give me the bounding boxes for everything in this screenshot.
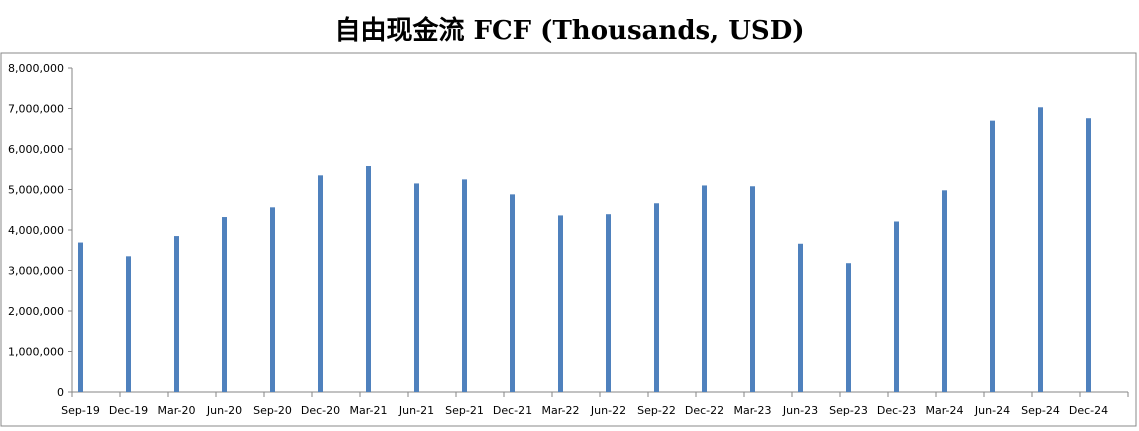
bar [1086,118,1091,392]
x-tick-label: Dec-21 [493,404,532,417]
y-tick-label: 3,000,000 [8,265,64,278]
x-tick-label: Jun-24 [974,404,1010,417]
bar [78,242,83,392]
bar [942,190,947,392]
bar [606,214,611,392]
bar [990,120,995,393]
x-tick-label: Mar-21 [349,404,387,417]
y-tick-label: 8,000,000 [8,62,64,75]
x-tick-label: Jun-20 [206,404,242,417]
y-tick-label: 5,000,000 [8,184,64,197]
x-tick-label: Sep-20 [253,404,292,417]
chart-border [0,52,1137,427]
x-tick-label: Dec-20 [301,404,340,417]
bar [798,243,803,392]
y-tick-label: 2,000,000 [8,305,64,318]
bar [510,194,515,392]
x-tick-label: Mar-20 [157,404,195,417]
x-tick-label: Sep-23 [829,404,868,417]
x-tick-label: Dec-22 [685,404,724,417]
bar [1038,107,1043,392]
x-tick-label: Jun-21 [398,404,434,417]
bar [270,207,275,392]
x-tick-label: Sep-19 [61,404,100,417]
x-tick-label: Sep-24 [1021,404,1060,417]
bar [846,263,851,392]
bar [126,256,131,392]
x-tick-label: Dec-19 [109,404,148,417]
y-tick-label: 7,000,000 [8,103,64,116]
bar [750,186,755,392]
y-tick-label: 4,000,000 [8,224,64,237]
bar [318,175,323,392]
bar [702,185,707,392]
x-tick-label: Dec-23 [877,404,916,417]
x-tick-label: Jun-22 [590,404,626,417]
y-tick-label: 1,000,000 [8,346,64,359]
bar [654,203,659,392]
bar [894,221,899,392]
x-tick-label: Mar-22 [541,404,579,417]
bar [174,236,179,392]
x-tick-label: Jun-23 [782,404,818,417]
y-tick-label: 6,000,000 [8,143,64,156]
bar [366,166,371,392]
x-tick-label: Mar-24 [925,404,963,417]
x-tick-label: Sep-21 [445,404,484,417]
x-tick-label: Dec-24 [1069,404,1108,417]
x-tick-label: Mar-23 [733,404,771,417]
bar [222,217,227,392]
chart-title: 自由现金流 FCF (Thousands, USD) [334,16,805,46]
y-tick-label: 0 [57,386,64,399]
bar [558,215,563,392]
bar [414,183,419,392]
bar [462,179,467,392]
x-tick-label: Sep-22 [637,404,676,417]
